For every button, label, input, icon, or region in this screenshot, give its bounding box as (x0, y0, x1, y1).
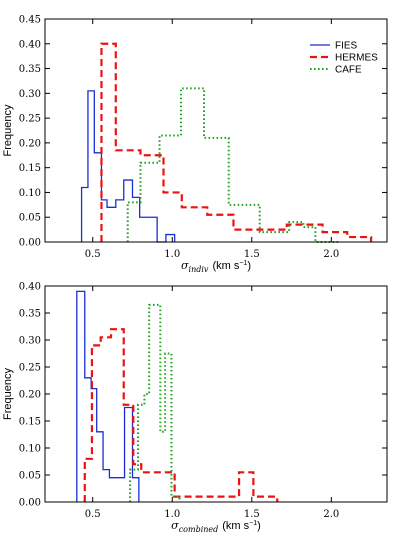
x-axis-label: σcombined (km s−1) (171, 519, 261, 534)
y-tick-label: 0.10 (19, 188, 41, 199)
x-tick-label: 2.0 (323, 249, 339, 260)
x-tick-label: 1.0 (164, 509, 180, 520)
y-tick-label: 0.40 (19, 39, 41, 50)
y-tick-label: 0.20 (19, 390, 41, 401)
y-tick-label: 0.30 (19, 336, 41, 347)
y-tick-label: 0.15 (19, 163, 41, 174)
series-hermes-histogram (83, 328, 279, 502)
y-axis-label: Frequency (2, 368, 14, 420)
series-fies-histogram (80, 90, 176, 243)
y-tick-label: 0.30 (19, 89, 41, 100)
y-tick-label: 0.10 (19, 444, 41, 455)
y-tick-label: 0.45 (19, 15, 41, 26)
x-tick-label: 2.0 (323, 509, 339, 520)
x-axis-label: σindiv (km s−1) (181, 259, 251, 274)
y-tick-label: 0.25 (19, 363, 41, 374)
y-tick-label: 0.00 (19, 238, 41, 249)
y-tick-label: 0.35 (19, 64, 41, 75)
y-tick-label: 0.05 (19, 213, 41, 224)
legend-label-fies: FIES (335, 41, 358, 52)
y-axis-label: Frequency (2, 104, 14, 156)
y-tick-label: 0.35 (19, 309, 41, 320)
top-histogram-panel: 0.00 0.05 0.10 0.15 0.20 0.25 0.30 0.35 0.40 0.45… (2, 15, 388, 274)
series-fies-histogram (76, 290, 140, 502)
series-cafe-histogram (129, 303, 181, 502)
x-tick-label: 1.5 (244, 509, 260, 520)
y-tick-label: 0.05 (19, 471, 41, 482)
series-hermes-histogram (100, 42, 373, 242)
legend-label-cafe: CAFE (335, 65, 362, 76)
x-tick-label: 1.5 (244, 249, 260, 260)
x-tick-label: 0.5 (85, 249, 101, 260)
y-tick-label: 0.00 (19, 498, 41, 509)
x-tick-label: 0.5 (85, 509, 101, 520)
y-tick-label: 0.25 (19, 114, 41, 125)
y-tick-label: 0.40 (19, 282, 41, 293)
legend-label-hermes: HERMES (335, 53, 378, 64)
y-tick-label: 0.15 (19, 417, 41, 428)
plot-frame (44, 18, 388, 243)
x-tick-label: 1.0 (164, 249, 180, 260)
bottom-histogram-panel: 0.00 0.05 0.10 0.15 0.20 0.25 0.30 0.35 0.40 0.5 1… (2, 282, 388, 534)
y-tick-label: 0.20 (19, 138, 41, 149)
series-cafe-histogram (126, 87, 340, 243)
